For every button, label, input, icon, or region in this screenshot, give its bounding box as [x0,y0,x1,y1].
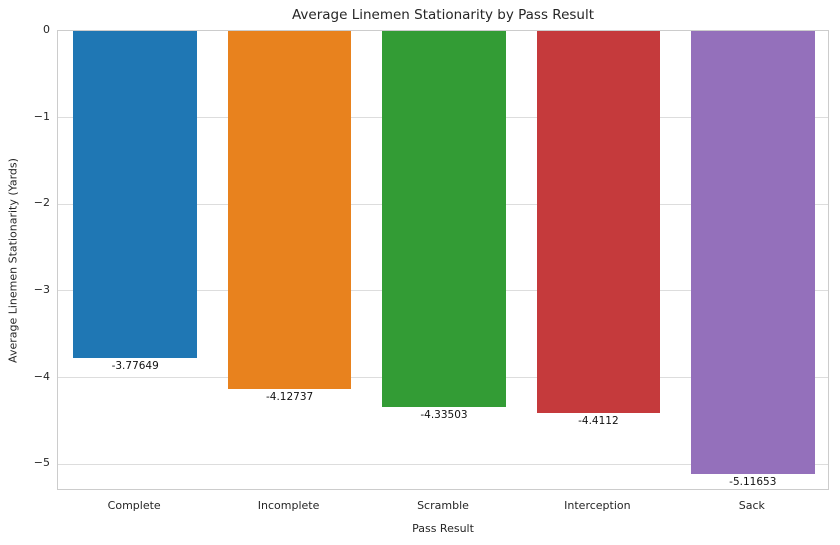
plot-area: -3.77649 -4.12737 -4.33503 -4.4112 -5.11653 [57,30,829,490]
bar-complete [73,31,197,359]
x-tick-label-incomplete: Incomplete [257,499,320,512]
value-label-complete: -3.77649 [111,360,159,373]
bar-scramble [382,31,506,407]
x-tick-label-sack: Sack [738,499,765,512]
y-tick-label--5: −5 [33,456,50,470]
x-tick-label-interception: Interception [564,499,631,512]
value-label-incomplete: -4.12737 [265,390,314,403]
value-label-scramble: -4.33503 [420,408,468,421]
bar-interception [536,31,661,414]
x-axis-label: Pass Result [412,522,474,535]
y-tick-label--2: −2 [33,196,50,210]
value-label-sack: -5.11653 [729,476,777,489]
x-tick-label-complete: Complete [107,499,161,512]
y-axis-label: Average Linemen Stationarity (Yards) [6,158,20,363]
x-tick-label-scramble: Scramble [417,499,469,512]
y-tick-label-0: 0 [43,23,50,36]
bar-sack [691,31,815,475]
value-label-interception: -4.4112 [578,415,619,428]
bar-incomplete [227,31,352,389]
chart-title: Average Linemen Stationarity by Pass Res… [291,7,595,23]
y-tick-label--3: −3 [33,282,50,296]
y-tick-label--4: −4 [33,369,50,383]
gridline-y--5 [58,463,828,465]
y-tick-label--1: −1 [33,109,50,123]
